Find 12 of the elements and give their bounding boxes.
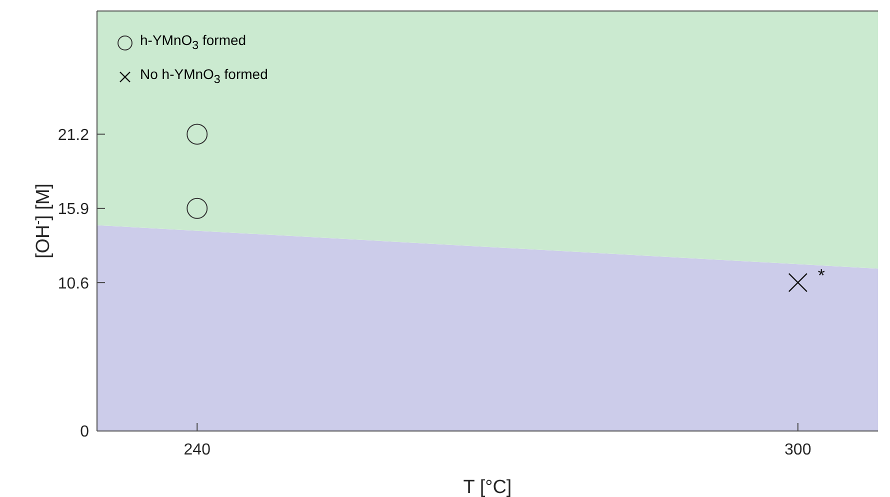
annotation: * <box>818 266 825 286</box>
x-tick-label: 240 <box>184 441 211 458</box>
y-tick-label: 15.9 <box>58 201 90 218</box>
point <box>186 198 208 219</box>
y-tick-label: 21.2 <box>58 126 90 144</box>
y-tick-label: 10.6 <box>58 275 90 292</box>
legend-label: h-YMnO$_{3}$ formed <box>140 31 246 54</box>
x-axis-title: T [°C] <box>463 477 512 497</box>
y-tick-label: 0 <box>80 424 90 441</box>
legend-label: No h-YMnO$_{3}$ formed <box>140 64 268 88</box>
point <box>186 124 208 145</box>
x-tick-label: 300 <box>784 441 812 458</box>
